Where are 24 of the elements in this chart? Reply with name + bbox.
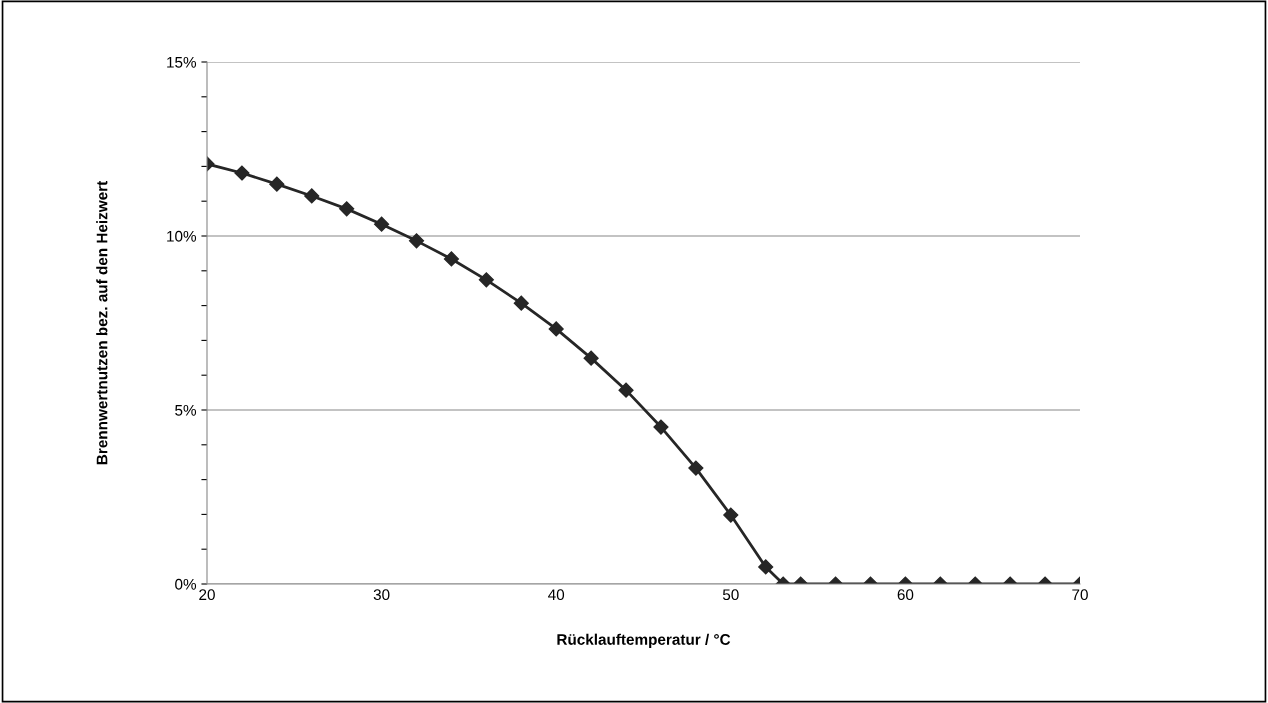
point xyxy=(443,251,460,267)
y-tick-label: 0% xyxy=(175,578,197,590)
x-tick-label: 30 xyxy=(373,589,390,601)
y-axis-title: Brennwertnutzen bez. auf den Heizwert xyxy=(96,180,108,465)
point xyxy=(478,272,494,288)
point xyxy=(234,165,250,181)
y-tick-label: 5% xyxy=(175,404,197,416)
x-tick-label: 20 xyxy=(199,589,215,601)
x-tick-label: 40 xyxy=(548,589,565,601)
x-axis-title: Rücklauftemperatur / °C xyxy=(557,633,731,648)
point xyxy=(583,350,599,366)
y-tick-label: 15% xyxy=(167,56,197,68)
point xyxy=(548,321,564,337)
point xyxy=(618,382,634,398)
x-tick-label: 60 xyxy=(897,589,914,601)
point xyxy=(513,295,529,311)
point xyxy=(374,216,390,232)
x-tick-label: 70 xyxy=(1072,589,1088,601)
point xyxy=(304,188,320,204)
point xyxy=(408,233,425,249)
y-tick-label: 10% xyxy=(167,230,197,242)
point xyxy=(339,201,355,217)
x-tick-label: 50 xyxy=(722,589,739,601)
point xyxy=(269,176,285,192)
